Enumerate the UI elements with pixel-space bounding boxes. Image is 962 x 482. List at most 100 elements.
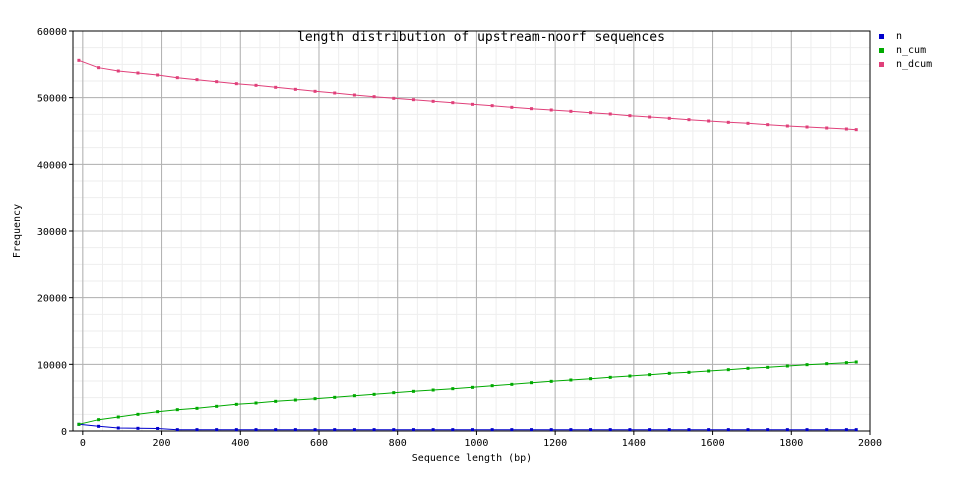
data-point bbox=[352, 394, 356, 398]
data-point bbox=[687, 370, 691, 374]
legend-label: n_dcum bbox=[896, 59, 932, 70]
data-point bbox=[97, 66, 101, 70]
data-point bbox=[392, 428, 396, 432]
data-point bbox=[411, 98, 415, 102]
data-point bbox=[411, 428, 415, 432]
data-point bbox=[451, 387, 455, 391]
data-point bbox=[628, 374, 632, 378]
legend-item: n bbox=[879, 31, 902, 42]
data-point bbox=[785, 124, 789, 128]
legend-marker bbox=[879, 48, 884, 53]
data-point bbox=[195, 406, 199, 410]
data-point bbox=[628, 114, 632, 118]
data-point bbox=[116, 426, 120, 430]
data-point bbox=[254, 401, 258, 405]
data-point bbox=[854, 428, 858, 432]
x-tick-label: 1400 bbox=[622, 438, 646, 449]
y-tick-label: 30000 bbox=[37, 227, 67, 238]
data-point bbox=[549, 379, 553, 383]
data-point bbox=[726, 120, 730, 124]
data-point bbox=[293, 87, 297, 91]
data-point bbox=[844, 361, 848, 365]
data-point bbox=[628, 428, 632, 432]
data-point bbox=[707, 369, 711, 373]
legend-label: n bbox=[896, 31, 902, 42]
data-point bbox=[451, 428, 455, 432]
data-point bbox=[254, 428, 258, 432]
data-point bbox=[530, 381, 534, 385]
data-point bbox=[175, 408, 179, 412]
data-point bbox=[667, 371, 671, 375]
data-point bbox=[569, 109, 573, 113]
data-point bbox=[648, 428, 652, 432]
x-tick-label: 2000 bbox=[858, 438, 882, 449]
data-point bbox=[293, 428, 297, 432]
data-point bbox=[156, 426, 160, 430]
data-point bbox=[569, 428, 573, 432]
y-tick-label: 40000 bbox=[37, 160, 67, 171]
legend-label: n_cum bbox=[896, 45, 926, 56]
data-point bbox=[293, 398, 297, 402]
data-point bbox=[746, 121, 750, 125]
x-tick-label: 200 bbox=[153, 438, 171, 449]
major-grid bbox=[73, 30, 871, 432]
data-point bbox=[470, 102, 474, 106]
data-point bbox=[746, 428, 750, 432]
data-point bbox=[195, 428, 199, 432]
data-point bbox=[608, 375, 612, 379]
data-point bbox=[215, 80, 219, 84]
data-point bbox=[726, 368, 730, 372]
y-tick-label: 10000 bbox=[37, 360, 67, 371]
data-point bbox=[707, 119, 711, 123]
y-tick-label: 20000 bbox=[37, 294, 67, 305]
x-tick-label: 1800 bbox=[779, 438, 803, 449]
data-point bbox=[854, 128, 858, 132]
x-tick-label: 800 bbox=[389, 438, 407, 449]
data-point bbox=[766, 365, 770, 369]
data-point bbox=[785, 428, 789, 432]
data-point bbox=[234, 82, 238, 86]
data-point bbox=[589, 428, 593, 432]
data-point bbox=[510, 105, 514, 109]
data-point bbox=[490, 384, 494, 388]
x-tick-label: 600 bbox=[310, 438, 328, 449]
data-point bbox=[116, 415, 120, 419]
x-axis-ticks: 0 200 400 600 800 1000 1200 1400 1600 1800 2000 bbox=[80, 431, 882, 449]
data-point bbox=[510, 382, 514, 386]
data-point bbox=[490, 428, 494, 432]
data-point bbox=[470, 428, 474, 432]
data-point bbox=[785, 364, 789, 368]
data-point bbox=[844, 428, 848, 432]
data-point bbox=[825, 428, 829, 432]
y-axis-label: Frequency bbox=[12, 204, 23, 258]
data-point bbox=[175, 76, 179, 80]
chart-title: length distribution of upstream-noorf se… bbox=[297, 30, 665, 45]
data-point bbox=[431, 388, 435, 392]
data-point bbox=[608, 428, 612, 432]
legend-item: n_dcum bbox=[879, 59, 932, 70]
data-point bbox=[333, 395, 337, 399]
data-point bbox=[392, 96, 396, 100]
data-point bbox=[274, 428, 278, 432]
data-point bbox=[195, 78, 199, 82]
series-line bbox=[78, 361, 857, 425]
y-tick-label: 60000 bbox=[37, 27, 67, 38]
data-point bbox=[805, 363, 809, 367]
legend-marker bbox=[879, 62, 884, 67]
series-n bbox=[77, 422, 858, 432]
data-point bbox=[372, 392, 376, 396]
y-tick-label: 0 bbox=[61, 427, 67, 438]
data-point bbox=[372, 428, 376, 432]
data-point bbox=[392, 391, 396, 395]
data-point bbox=[97, 424, 101, 428]
data-point bbox=[431, 428, 435, 432]
data-point bbox=[234, 428, 238, 432]
x-tick-label: 1600 bbox=[701, 438, 725, 449]
data-point bbox=[667, 428, 671, 432]
data-point bbox=[274, 85, 278, 89]
data-point bbox=[136, 426, 140, 430]
data-point bbox=[687, 118, 691, 122]
data-point bbox=[333, 91, 337, 95]
data-point bbox=[156, 73, 160, 77]
legend-marker bbox=[879, 34, 884, 39]
